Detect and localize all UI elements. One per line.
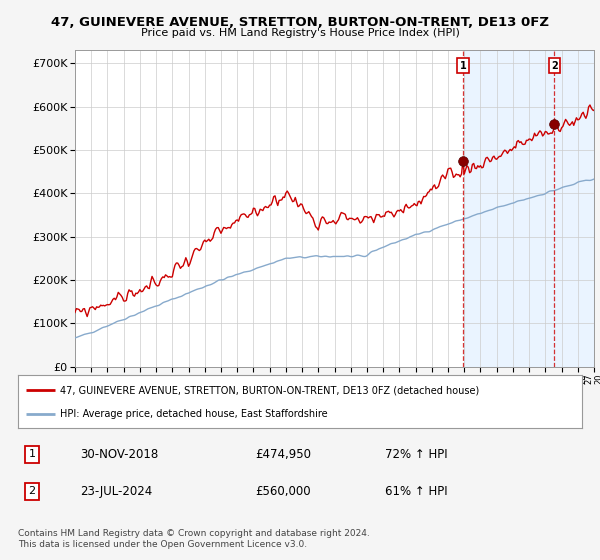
Text: 23-JUL-2024: 23-JUL-2024 <box>80 485 152 498</box>
Text: 1: 1 <box>460 60 466 71</box>
Text: 30-NOV-2018: 30-NOV-2018 <box>80 448 158 461</box>
Text: HPI: Average price, detached house, East Staffordshire: HPI: Average price, detached house, East… <box>60 409 328 419</box>
Bar <box>554 50 594 367</box>
Text: £474,950: £474,950 <box>255 448 311 461</box>
Text: 61% ↑ HPI: 61% ↑ HPI <box>385 485 447 498</box>
Text: 47, GUINEVERE AVENUE, STRETTON, BURTON-ON-TRENT, DE13 0FZ: 47, GUINEVERE AVENUE, STRETTON, BURTON-O… <box>51 16 549 29</box>
Text: Price paid vs. HM Land Registry's House Price Index (HPI): Price paid vs. HM Land Registry's House … <box>140 28 460 38</box>
Text: 47, GUINEVERE AVENUE, STRETTON, BURTON-ON-TRENT, DE13 0FZ (detached house): 47, GUINEVERE AVENUE, STRETTON, BURTON-O… <box>60 385 479 395</box>
Bar <box>464 50 594 367</box>
Text: £560,000: £560,000 <box>255 485 311 498</box>
Text: 2: 2 <box>551 60 558 71</box>
Text: 1: 1 <box>29 449 35 459</box>
Text: Contains HM Land Registry data © Crown copyright and database right 2024.
This d: Contains HM Land Registry data © Crown c… <box>18 529 370 549</box>
Text: 2: 2 <box>29 486 35 496</box>
Text: 72% ↑ HPI: 72% ↑ HPI <box>385 448 447 461</box>
